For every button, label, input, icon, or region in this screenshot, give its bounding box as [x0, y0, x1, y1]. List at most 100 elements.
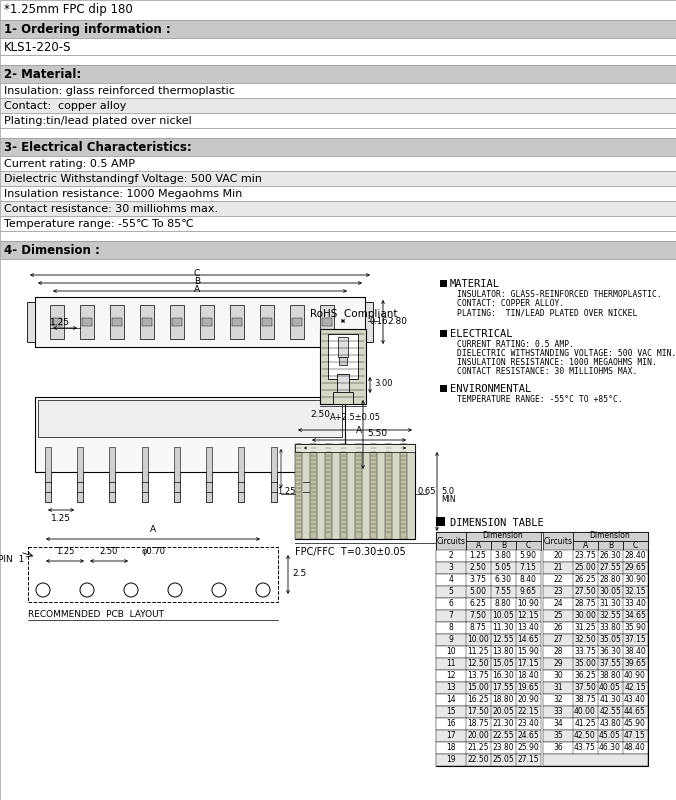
Bar [333, 392, 353, 404]
Bar [436, 646, 541, 658]
Text: CONTACT: COPPER ALLOY.: CONTACT: COPPER ALLOY. [457, 299, 564, 308]
Bar [0, 83, 676, 98]
Text: 6.25: 6.25 [470, 599, 487, 609]
Bar [543, 586, 648, 598]
Text: 11.30: 11.30 [492, 623, 514, 633]
Text: 33.40: 33.40 [624, 599, 646, 609]
Text: 7.55: 7.55 [495, 587, 512, 597]
Bar [543, 622, 648, 634]
Text: 19: 19 [446, 755, 456, 765]
Bar [325, 444, 332, 539]
Text: 6.30: 6.30 [495, 575, 512, 585]
Text: 12.15: 12.15 [517, 611, 539, 621]
Text: 8.75: 8.75 [470, 623, 487, 633]
Bar [0, 216, 676, 231]
Text: 3.80: 3.80 [495, 551, 512, 561]
Bar [355, 444, 362, 539]
Bar [0, 128, 676, 138]
Text: 27.50: 27.50 [574, 587, 596, 597]
Text: 18.75: 18.75 [467, 719, 489, 729]
Bar [436, 610, 541, 622]
Bar [35, 397, 345, 472]
Text: INSULATION RESISTANCE: 1000 MEGAOHMS MIN.: INSULATION RESISTANCE: 1000 MEGAOHMS MIN… [457, 358, 657, 367]
Text: 9: 9 [449, 635, 454, 645]
Text: 24.65: 24.65 [517, 731, 539, 741]
Text: 20.00: 20.00 [467, 731, 489, 741]
Text: 30.90: 30.90 [624, 575, 646, 585]
Bar [110, 447, 116, 502]
Circle shape [212, 583, 226, 597]
Text: 41.25: 41.25 [574, 719, 596, 729]
Bar [436, 562, 541, 574]
Text: 20: 20 [553, 551, 563, 561]
Text: DIELECTRIC WITHSTANDING VOLTAGE: 500 VAC MIN.: DIELECTRIC WITHSTANDING VOLTAGE: 500 VAC… [457, 349, 676, 358]
Text: φ0.70: φ0.70 [141, 547, 165, 556]
Text: 1- Ordering information :: 1- Ordering information : [4, 23, 171, 36]
Bar [543, 730, 648, 742]
Text: 19.65: 19.65 [517, 683, 539, 693]
Text: ELECTRICAL: ELECTRICAL [450, 329, 512, 339]
Bar [598, 541, 623, 550]
Text: 43.75: 43.75 [574, 743, 596, 753]
Text: 45.90: 45.90 [624, 719, 646, 729]
Bar [436, 622, 541, 634]
Text: C: C [526, 541, 531, 550]
Bar [172, 318, 182, 326]
Text: 4: 4 [449, 575, 454, 585]
Bar [27, 302, 35, 342]
Bar [142, 472, 147, 502]
Text: 1.25: 1.25 [470, 551, 486, 561]
Text: 44.65: 44.65 [624, 707, 646, 717]
Text: 3.00: 3.00 [374, 379, 393, 389]
Text: ENVIRONMENTAL: ENVIRONMENTAL [450, 384, 531, 394]
Bar [328, 334, 358, 379]
Text: 35.05: 35.05 [599, 635, 621, 645]
Bar [543, 574, 648, 586]
Text: CONTACT RESISTANCE: 30 MILLIOHMS MAX.: CONTACT RESISTANCE: 30 MILLIOHMS MAX. [457, 367, 637, 376]
Text: 8.40: 8.40 [520, 575, 537, 585]
Text: Contact:  copper alloy: Contact: copper alloy [4, 101, 126, 111]
Bar [142, 318, 152, 326]
Text: 3.75: 3.75 [470, 575, 487, 585]
Text: 11.25: 11.25 [467, 647, 489, 657]
Text: 41.30: 41.30 [599, 695, 621, 705]
Bar [170, 305, 184, 339]
Bar [337, 374, 349, 396]
Text: 17.15: 17.15 [517, 659, 539, 669]
Bar [35, 297, 365, 347]
Text: 10.00: 10.00 [467, 635, 489, 645]
Text: 12.50: 12.50 [467, 659, 489, 669]
Bar [112, 318, 122, 326]
Text: 26.30: 26.30 [599, 551, 621, 561]
Text: 15.90: 15.90 [517, 647, 539, 657]
Bar [0, 98, 676, 113]
Text: 5.50: 5.50 [367, 430, 387, 438]
Text: 2: 2 [449, 551, 454, 561]
Text: Current rating: 0.5 AMP: Current rating: 0.5 AMP [4, 159, 135, 169]
Text: 31.25: 31.25 [574, 623, 596, 633]
Text: 25.90: 25.90 [517, 743, 539, 753]
Bar [543, 658, 648, 670]
Text: 13: 13 [446, 683, 456, 693]
Bar [543, 706, 648, 718]
Text: 22.55: 22.55 [492, 731, 514, 741]
Text: 42.55: 42.55 [599, 707, 621, 717]
Bar [338, 337, 348, 357]
Text: 2.50: 2.50 [100, 547, 118, 556]
Text: 42.50: 42.50 [574, 731, 596, 741]
Bar [436, 754, 541, 766]
Text: 22: 22 [553, 575, 562, 585]
Text: 12: 12 [446, 671, 456, 681]
Bar [174, 472, 180, 502]
Bar [543, 562, 648, 574]
Text: A: A [356, 426, 362, 435]
Text: 21: 21 [553, 563, 562, 573]
Text: 25.05: 25.05 [492, 755, 514, 765]
Bar [82, 318, 92, 326]
Text: A: A [150, 525, 156, 534]
Text: 40.00: 40.00 [574, 707, 596, 717]
Bar [232, 318, 242, 326]
Bar [466, 541, 491, 550]
Text: A: A [476, 541, 481, 550]
Bar [322, 318, 332, 326]
